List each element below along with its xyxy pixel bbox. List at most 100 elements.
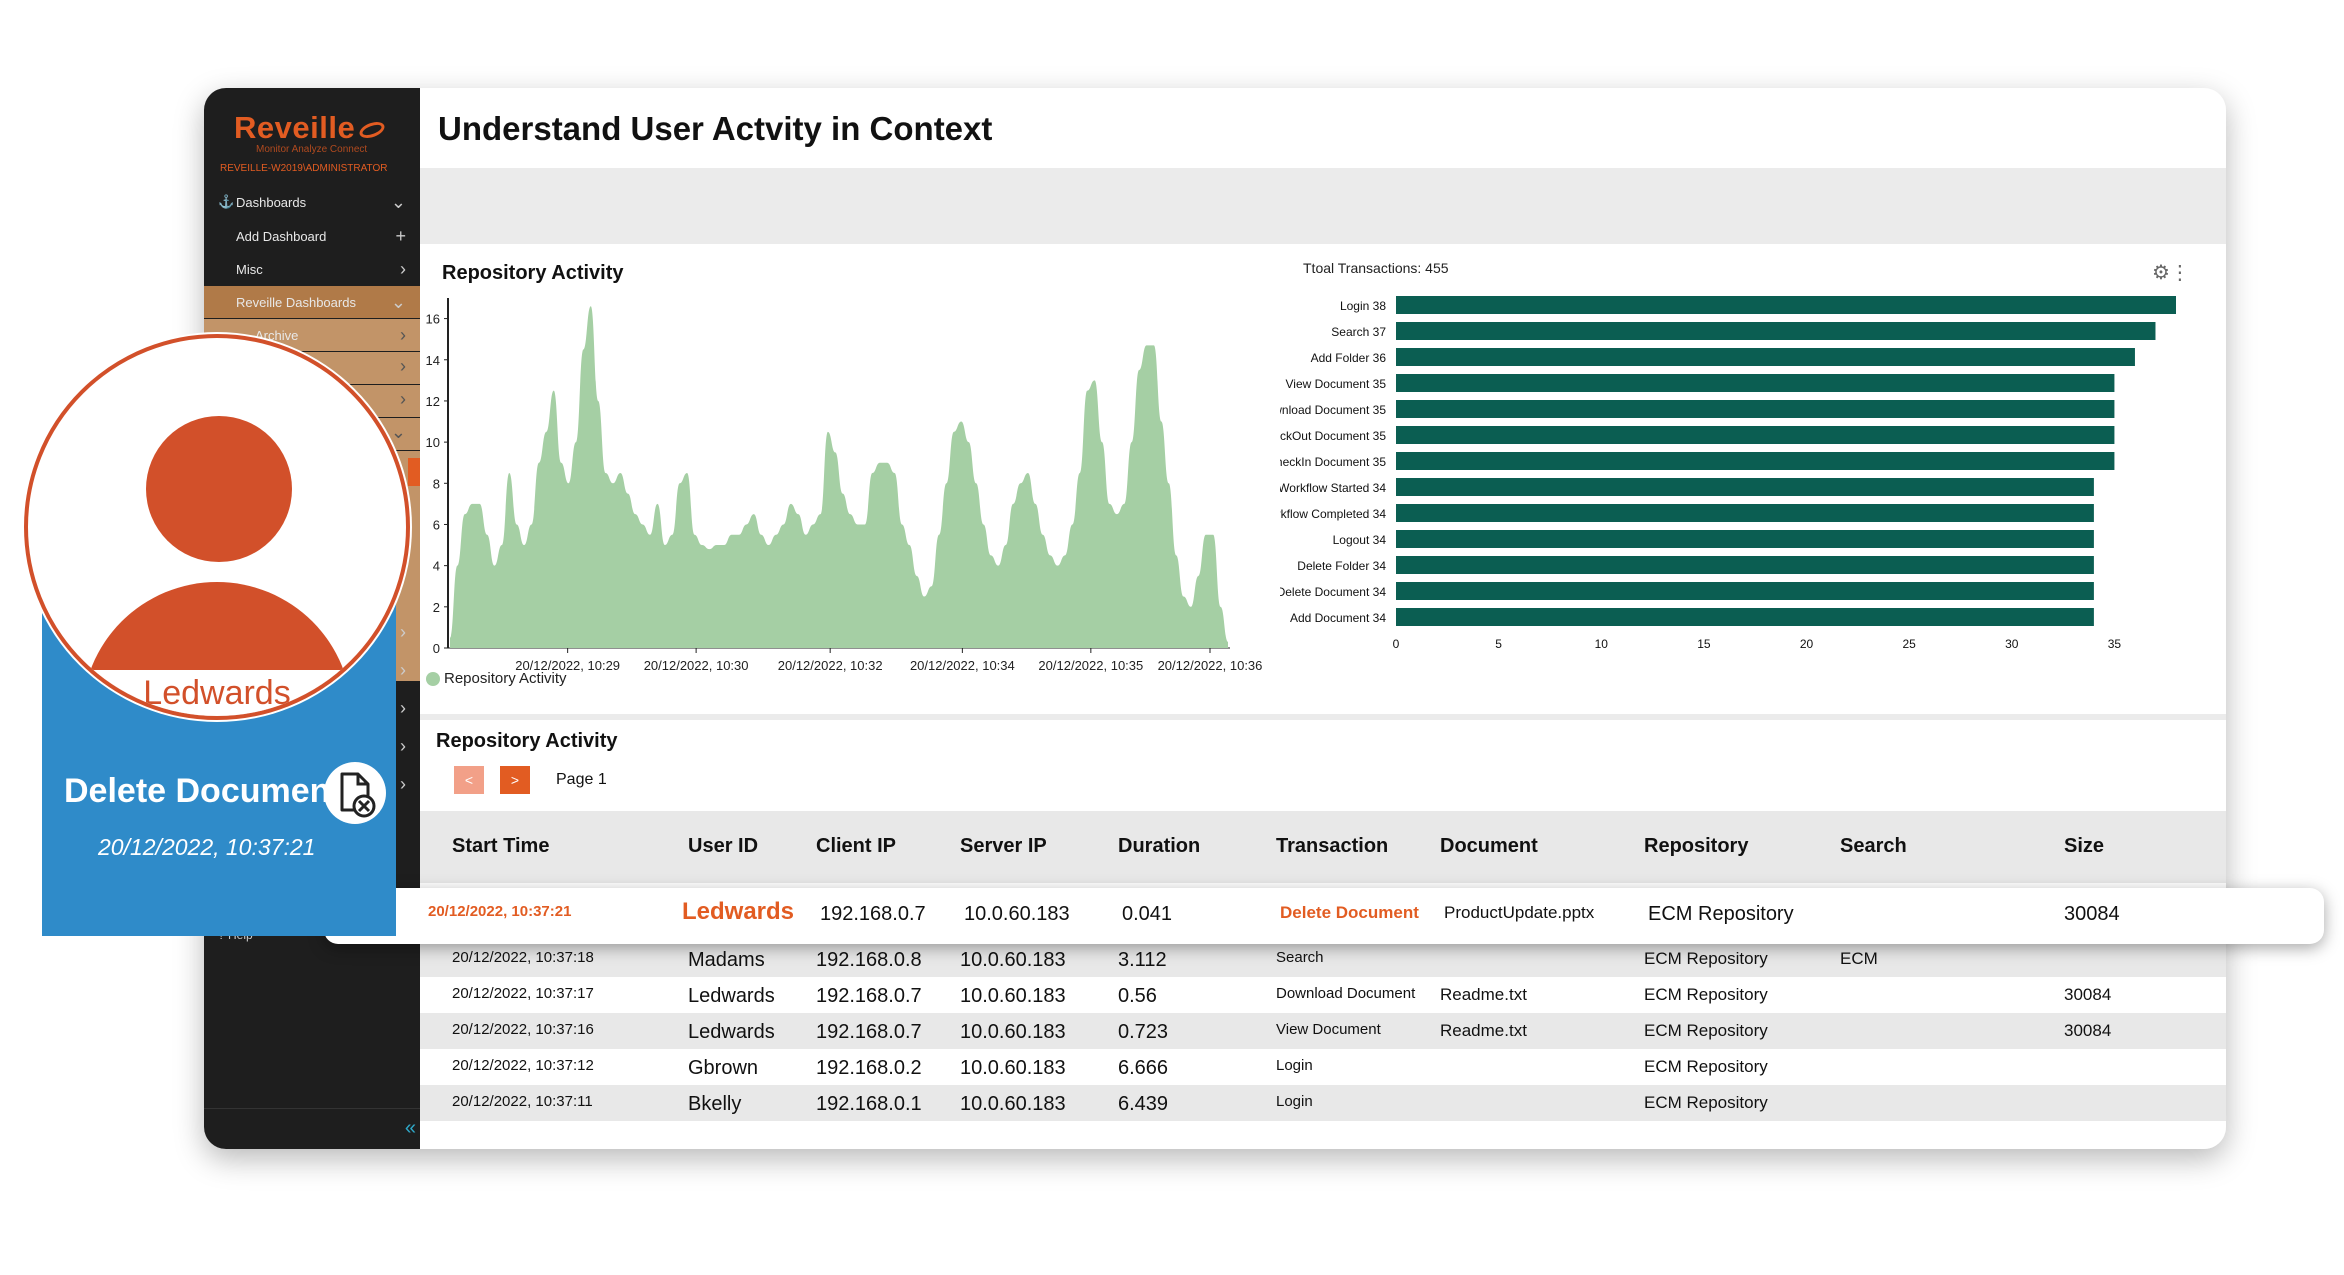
bar — [1396, 322, 2156, 340]
cell-user: Madams — [688, 949, 765, 971]
chevron-right-icon: › — [400, 621, 406, 642]
y-tick-label: 8 — [433, 476, 440, 491]
cell-start: 20/12/2022, 10:37:17 — [452, 985, 594, 1002]
bar — [1396, 296, 2176, 314]
cell-client-ip: 192.168.0.7 — [820, 903, 926, 925]
area-chart-legend[interactable]: Repository Activity — [426, 670, 567, 687]
cell-document: Readme.txt — [1440, 985, 1527, 1004]
bar-label: Search 37 — [1331, 325, 1386, 339]
col-search[interactable]: Search — [1840, 835, 1907, 857]
cell-size: 30084 — [2064, 1021, 2112, 1040]
cell-transaction: Delete Document — [1280, 903, 1419, 922]
page-indicator: Page 1 — [556, 771, 607, 788]
sidebar-collapse-button[interactable]: « — [204, 1108, 420, 1149]
bar-label: Workflow Completed 34 — [1280, 507, 1386, 521]
area-chart-title: Repository Activity — [442, 262, 624, 284]
table-title: Repository Activity — [436, 730, 618, 752]
chevron-right-icon: › — [400, 324, 406, 345]
bar-label: CheckOut Document 35 — [1280, 429, 1386, 443]
table-header: Start Time User ID Client IP Server IP D… — [420, 811, 2226, 883]
table-row[interactable]: 20/12/2022, 10:37:18 Madams 192.168.0.8 10.… — [420, 941, 2226, 977]
cell-user: Ledwards — [688, 985, 775, 1007]
bar — [1396, 608, 2094, 626]
cell-client: 192.168.0.7 — [816, 985, 922, 1007]
table-row[interactable]: 20/12/2022, 10:37:12 Gbrown 192.168.0.2 10.… — [420, 1049, 2226, 1085]
total-transactions: Ttoal Transactions: 455 — [1303, 260, 1449, 276]
delete-document-icon — [324, 762, 386, 824]
table-row[interactable]: 20/12/2022, 10:37:17 Ledwards 192.168.0.7 1… — [420, 977, 2226, 1013]
sidebar-item[interactable]: › — [204, 616, 420, 648]
cell-server: 10.0.60.183 — [960, 985, 1066, 1007]
cell-client: 192.168.0.8 — [816, 949, 922, 971]
sidebar-item-misc[interactable]: Misc › — [204, 253, 420, 285]
chevron-right-icon: › — [400, 735, 406, 756]
col-start-time[interactable]: Start Time — [452, 835, 550, 857]
gear-icon[interactable]: ⚙⋮ — [2152, 262, 2190, 284]
prev-page-button[interactable]: < — [454, 766, 484, 794]
y-tick-label: 6 — [433, 517, 440, 532]
sidebar-item-dashboards[interactable]: ⚓ Dashboards ⌄ — [204, 186, 420, 218]
cell-duration: 6.666 — [1118, 1057, 1169, 1079]
chevron-right-icon: › — [400, 356, 406, 376]
main-content: Understand User Actvity in Context Repos… — [420, 88, 2226, 1149]
sidebar-item-reveille-dashboards[interactable]: Reveille Dashboards ⌄ — [204, 286, 420, 318]
col-client-ip[interactable]: Client IP — [816, 835, 897, 857]
active-indicator — [408, 458, 420, 486]
table-row[interactable]: 20/12/2022, 10:37:11 Bkelly 192.168.0.1 10.… — [420, 1085, 2226, 1121]
col-repository[interactable]: Repository — [1644, 835, 1749, 857]
sidebar-item[interactable]: › — [204, 730, 420, 762]
cell-server: 10.0.60.183 — [960, 1057, 1066, 1079]
sidebar-item[interactable]: › — [204, 768, 420, 800]
cell-client: 192.168.0.1 — [816, 1093, 922, 1115]
sidebar-item-label: Misc — [236, 261, 263, 277]
x-tick-label: 20/12/2022, 10:30 — [644, 658, 749, 673]
double-chevron-left-icon: « — [404, 1117, 416, 1139]
cell-server: 10.0.60.183 — [960, 1093, 1066, 1115]
y-tick-label: 2 — [433, 600, 440, 615]
avatar-head — [146, 416, 292, 562]
bar-label: Logout 34 — [1333, 533, 1387, 547]
col-document[interactable]: Document — [1440, 835, 1538, 857]
plus-icon: + — [395, 225, 406, 246]
sidebar-item-add-dashboard[interactable]: Add Dashboard + — [204, 220, 420, 252]
x-tick-label: 0 — [1393, 637, 1400, 651]
cell-start: 20/12/2022, 10:37:16 — [452, 1021, 594, 1038]
cell-duration: 0.723 — [1118, 1021, 1169, 1043]
x-tick-label: 20/12/2022, 10:34 — [910, 658, 1015, 673]
bar-label: Login 38 — [1340, 299, 1386, 313]
anchor-icon: ⚓ — [218, 194, 235, 209]
area-series-repository-activity — [450, 306, 1228, 648]
cell-document: Readme.txt — [1440, 1021, 1527, 1040]
cell-duration: 0.56 — [1118, 985, 1157, 1007]
next-page-button[interactable]: > — [500, 766, 530, 794]
brand-logo: Reveille — [234, 110, 387, 146]
cell-repository: ECM Repository — [1648, 903, 1794, 925]
user-avatar: Ledwards — [24, 334, 410, 720]
highlighted-row[interactable]: 20/12/2022, 10:37:21 Ledwards 192.168.0.… — [324, 888, 2324, 944]
table-row[interactable]: 20/12/2022, 10:37:16 Ledwards 192.168.0.7 1… — [420, 1013, 2226, 1049]
chevron-down-icon: ⌄ — [390, 191, 406, 212]
col-server-ip[interactable]: Server IP — [960, 835, 1047, 857]
col-transaction[interactable]: Transaction — [1276, 835, 1389, 857]
card-action: Delete Document — [64, 772, 342, 810]
sidebar-item[interactable]: › — [204, 654, 420, 686]
x-tick-label: 20/12/2022, 10:35 — [1038, 658, 1143, 673]
col-size[interactable]: Size — [2064, 835, 2105, 857]
bar-label: Add Folder 36 — [1311, 351, 1387, 365]
bar-label: Add Document 34 — [1290, 611, 1386, 625]
chevron-right-icon: › — [400, 258, 406, 279]
col-duration[interactable]: Duration — [1118, 835, 1201, 857]
chevron-down-icon: ⌄ — [390, 291, 406, 312]
x-tick-label: 20/12/2022, 10:29 — [515, 658, 620, 673]
cell-server: 10.0.60.183 — [960, 1021, 1066, 1043]
col-user-id[interactable]: User ID — [688, 835, 759, 857]
bar — [1396, 530, 2094, 548]
chevron-right-icon: › — [400, 660, 406, 681]
cell-client: 192.168.0.2 — [816, 1057, 922, 1079]
bar — [1396, 478, 2094, 496]
avatar-name-background — [28, 670, 406, 716]
cell-duration: 0.041 — [1122, 903, 1173, 925]
x-tick-label: 15 — [1697, 637, 1711, 651]
bar-label: CheckIn Document 35 — [1280, 455, 1386, 469]
